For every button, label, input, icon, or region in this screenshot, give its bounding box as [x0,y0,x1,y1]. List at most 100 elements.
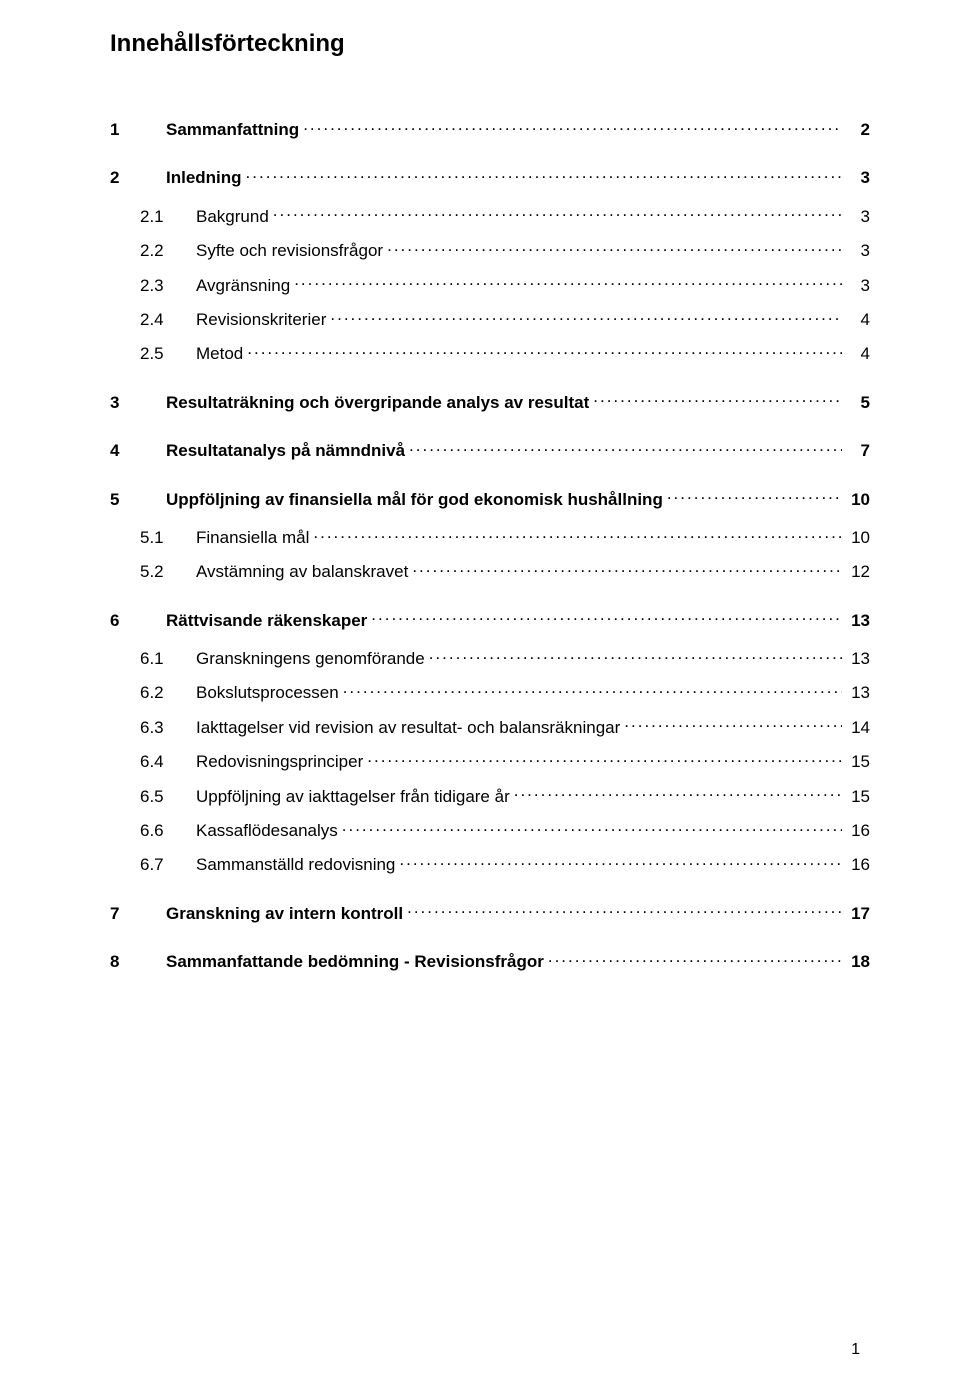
toc-entry-label: Uppföljning av iakttagelser från tidigar… [196,787,510,807]
toc-entry-label: Resultaträkning och övergripande analys … [166,393,589,413]
toc-entry: 5.1Finansiella mål 10 [110,526,870,548]
toc-leader-dots [429,647,842,664]
toc-entry-number: 6.1 [110,649,196,669]
toc-entry-label: Bokslutsprocessen [196,683,339,703]
toc-entry-page: 15 [846,752,870,772]
toc-entry: 6.5Uppföljning av iakttagelser från tidi… [110,785,870,807]
page: Innehållsförteckning 1Sammanfattning 22 In… [0,0,960,1399]
toc-entry-page: 7 [846,441,870,461]
toc-entry-label: Sammanställd redovisning [196,855,395,875]
toc-entry-number: 5.1 [110,528,196,548]
toc-leader-dots [247,342,842,359]
toc-leader-dots [303,118,842,135]
toc-entry-number: 5 [110,490,166,510]
toc-entry-page: 16 [846,821,870,841]
toc-entry-label: Uppföljning av finansiella mål för god e… [166,490,663,510]
toc-entry-label: Sammanfattande bedömning - Revisionsfråg… [166,952,544,972]
toc-entry-page: 10 [846,528,870,548]
toc-leader-dots [330,308,842,325]
toc-entry-label: Bakgrund [196,207,269,227]
toc-entry: 5Uppföljning av finansiella mål för god … [110,488,870,510]
toc-entry-number: 7 [110,904,166,924]
toc-leader-dots [409,439,842,456]
toc-entry-label: Avstämning av balanskravet [196,562,408,582]
toc-entry: 6.4Redovisningsprinciper15 [110,750,870,772]
toc-entry-page: 13 [846,611,870,631]
toc-entry-number: 6.6 [110,821,196,841]
toc-entry: 1Sammanfattning 2 [110,118,870,140]
toc-entry-page: 3 [846,168,870,188]
toc-entry-label: Granskningens genomförande [196,649,425,669]
toc-entry-number: 2.5 [110,344,196,364]
toc-entry-label: Syfte och revisionsfrågor [196,241,383,261]
toc-entry-page: 3 [846,207,870,227]
toc-entry-label: Rättvisande räkenskaper [166,611,367,631]
toc-entry-page: 4 [846,344,870,364]
toc-entry-label: Revisionskriterier [196,310,326,330]
toc-entry-number: 6.3 [110,718,196,738]
toc-entry-label: Kassaflödesanalys [196,821,338,841]
toc-entry: 2.5Metod 4 [110,342,870,364]
toc-entry-label: Granskning av intern kontroll [166,904,403,924]
toc-entry-number: 1 [110,120,166,140]
toc-leader-dots [371,609,842,626]
toc-entry: 6.1Granskningens genomförande 13 [110,647,870,669]
toc-entry-page: 12 [846,562,870,582]
toc-entry-page: 10 [846,490,870,510]
table-of-contents: 1Sammanfattning22Inledning32.1Bakgrund32… [110,118,870,973]
toc-entry: 5.2Avstämning av balanskravet 12 [110,560,870,582]
toc-entry-page: 15 [846,787,870,807]
toc-leader-dots [399,853,842,870]
toc-leader-dots [387,239,842,256]
toc-entry-number: 6.4 [110,752,196,772]
toc-entry: 6.7Sammanställd redovisning 16 [110,853,870,875]
toc-entry-label: Inledning [166,168,242,188]
toc-entry-page: 13 [846,683,870,703]
toc-entry: 3Resultaträkning och övergripande analys… [110,391,870,413]
toc-entry-page: 3 [846,276,870,296]
toc-entry-label: Sammanfattning [166,120,299,140]
toc-entry-page: 17 [846,904,870,924]
toc-entry-page: 13 [846,649,870,669]
toc-leader-dots [342,819,842,836]
toc-leader-dots [548,950,842,967]
toc-entry: 6Rättvisande räkenskaper 13 [110,609,870,631]
toc-entry-page: 2 [846,120,870,140]
toc-leader-dots [367,750,842,767]
toc-entry-number: 4 [110,441,166,461]
toc-entry-number: 6.7 [110,855,196,875]
toc-entry-label: Iakttagelser vid revision av resultat- o… [196,718,620,738]
toc-leader-dots [593,391,842,408]
toc-leader-dots [246,166,842,183]
toc-entry: 7Granskning av intern kontroll 17 [110,902,870,924]
toc-entry-number: 2.2 [110,241,196,261]
toc-leader-dots [273,205,842,222]
toc-entry-number: 2.3 [110,276,196,296]
toc-entry-label: Resultatanalys på nämndnivå [166,441,405,461]
toc-entry-number: 6 [110,611,166,631]
toc-entry-label: Metod [196,344,243,364]
toc-leader-dots [514,785,842,802]
toc-entry-page: 3 [846,241,870,261]
toc-entry-number: 5.2 [110,562,196,582]
toc-entry: 8Sammanfattande bedömning - Revisionsfrå… [110,950,870,972]
toc-entry-number: 6.2 [110,683,196,703]
toc-entry-number: 8 [110,952,166,972]
toc-entry-label: Avgränsning [196,276,290,296]
toc-entry: 6.6Kassaflödesanalys 16 [110,819,870,841]
toc-entry: 2.1Bakgrund3 [110,205,870,227]
toc-leader-dots [624,716,842,733]
toc-leader-dots [412,560,842,577]
toc-entry-page: 4 [846,310,870,330]
toc-entry-page: 5 [846,393,870,413]
document-title: Innehållsförteckning [110,30,870,58]
toc-leader-dots [313,526,842,543]
toc-entry-page: 16 [846,855,870,875]
toc-entry-page: 14 [846,718,870,738]
toc-entry-label: Finansiella mål [196,528,309,548]
toc-leader-dots [294,274,842,291]
toc-entry: 6.2Bokslutsprocessen 13 [110,681,870,703]
toc-entry: 2.4Revisionskriterier4 [110,308,870,330]
toc-entry-number: 6.5 [110,787,196,807]
toc-leader-dots [343,681,842,698]
